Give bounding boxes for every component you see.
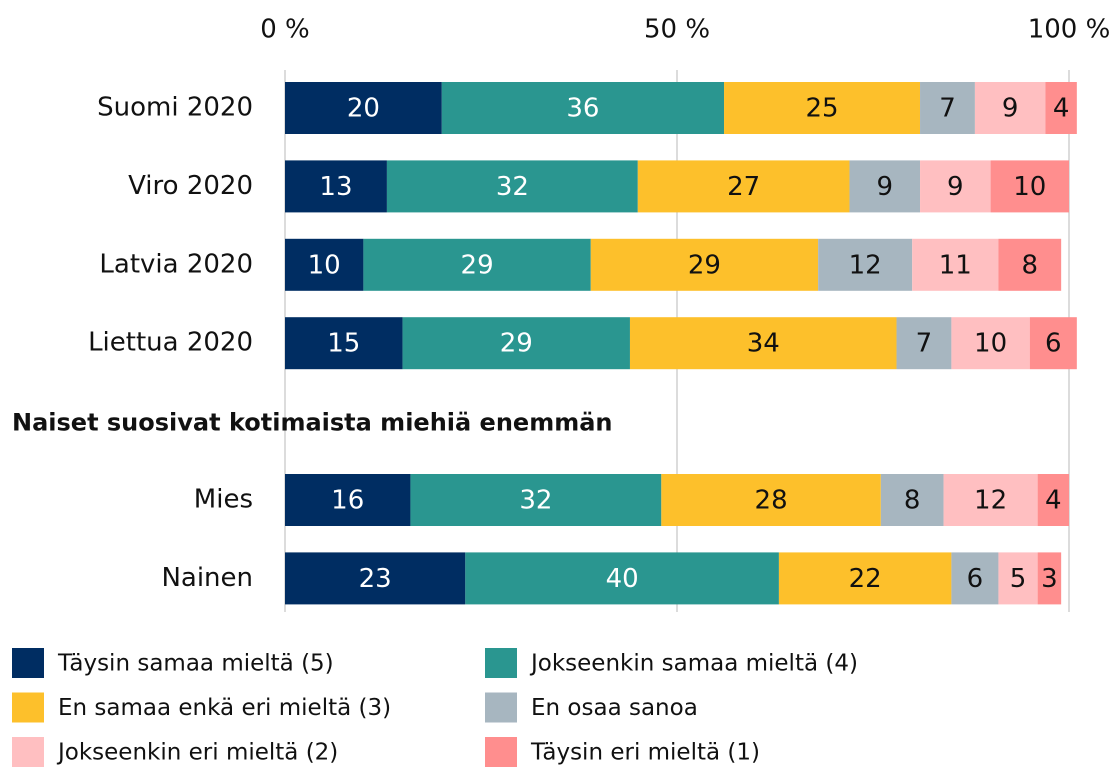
category-label: Suomi 2020 xyxy=(97,93,253,123)
value-label: 7 xyxy=(939,94,956,124)
legend-swatch xyxy=(12,737,44,767)
value-label: 9 xyxy=(1002,94,1019,124)
legend-swatch xyxy=(485,737,517,767)
legend-label: Jokseenkin eri mieltä (2) xyxy=(56,740,338,766)
bar-segment xyxy=(951,317,1030,370)
bar-segment xyxy=(990,160,1069,213)
value-label: 9 xyxy=(876,172,893,202)
bar-segment xyxy=(285,82,442,134)
value-label: 6 xyxy=(1045,329,1062,359)
value-label: 40 xyxy=(606,564,639,594)
value-label: 8 xyxy=(904,486,921,516)
bar-segment xyxy=(285,317,403,370)
category-label: Liettua 2020 xyxy=(88,328,253,358)
bar-segment xyxy=(818,238,913,291)
legend-label: Täysin eri mieltä (1) xyxy=(530,740,760,766)
value-label: 11 xyxy=(939,250,972,280)
bar-segment xyxy=(285,552,466,605)
bar-segment xyxy=(590,238,819,291)
legend-label: En samaa enkä eri mieltä (3) xyxy=(58,695,391,721)
category-label: Latvia 2020 xyxy=(99,249,253,279)
value-label: 16 xyxy=(331,486,364,516)
group-heading: Naiset suosivat kotimaista miehiä enemmä… xyxy=(12,409,613,437)
bar-segment xyxy=(896,317,952,370)
value-label: 29 xyxy=(500,329,533,359)
bar-segment xyxy=(1029,317,1077,370)
bar-segment xyxy=(920,82,975,134)
legend-label: Jokseenkin samaa mieltä (4) xyxy=(529,651,858,677)
bar-segment xyxy=(849,160,921,213)
value-label: 7 xyxy=(916,329,933,359)
bar-segment xyxy=(386,160,638,213)
bar-segment xyxy=(778,552,952,605)
bar-segment xyxy=(363,238,591,291)
value-label: 12 xyxy=(849,250,882,280)
category-label: Nainen xyxy=(161,563,253,593)
value-label: 23 xyxy=(359,564,392,594)
bar-segment xyxy=(912,238,999,291)
value-label: 25 xyxy=(805,94,838,124)
value-label: 28 xyxy=(755,486,788,516)
legend-label: Täysin samaa mieltä (5) xyxy=(57,651,334,677)
bar-segment xyxy=(410,474,662,526)
value-label: 6 xyxy=(967,564,984,594)
value-label: 3 xyxy=(1041,564,1058,594)
bar-segment xyxy=(285,160,387,213)
value-label: 12 xyxy=(974,486,1007,516)
bar-segment xyxy=(661,474,881,526)
value-label: 10 xyxy=(308,250,341,280)
bar-segment xyxy=(629,317,897,370)
value-label: 32 xyxy=(519,486,552,516)
value-label: 34 xyxy=(747,329,780,359)
bar-segment xyxy=(285,238,364,291)
legend-swatch xyxy=(485,692,517,723)
value-label: 15 xyxy=(327,329,360,359)
bar-segment xyxy=(724,82,921,134)
value-label: 32 xyxy=(496,172,529,202)
value-label: 29 xyxy=(461,250,494,280)
x-tick-label: 0 % xyxy=(260,15,310,45)
bar-segment xyxy=(441,82,725,134)
value-label: 27 xyxy=(727,172,760,202)
value-label: 22 xyxy=(849,564,882,594)
bar-segment xyxy=(943,474,1038,526)
bar-segment xyxy=(1037,474,1069,526)
bar-segment xyxy=(920,160,991,213)
legend-swatch xyxy=(12,692,44,723)
value-label: 29 xyxy=(688,250,721,280)
value-label: 4 xyxy=(1045,486,1062,516)
bar-segment xyxy=(1037,552,1062,605)
value-label: 20 xyxy=(347,94,380,124)
bar-segment xyxy=(998,238,1062,291)
legend-swatch xyxy=(12,648,44,678)
bar-segment xyxy=(998,552,1038,605)
value-label: 4 xyxy=(1053,94,1070,124)
bar-segment xyxy=(1045,82,1077,134)
value-label: 36 xyxy=(566,94,599,124)
bar-segment xyxy=(974,82,1046,134)
value-label: 10 xyxy=(1013,172,1046,202)
bar-segment xyxy=(637,160,850,213)
value-label: 13 xyxy=(319,172,352,202)
bar-segment xyxy=(285,474,411,526)
legend-label: En osaa sanoa xyxy=(531,695,698,721)
legend-swatch xyxy=(485,648,517,678)
category-label: Viro 2020 xyxy=(128,171,253,201)
value-label: 9 xyxy=(947,172,964,202)
value-label: 10 xyxy=(974,329,1007,359)
x-tick-label: 100 % xyxy=(1028,15,1111,45)
bar-segment xyxy=(880,474,944,526)
value-label: 8 xyxy=(1022,250,1039,280)
bar-segment xyxy=(465,552,779,605)
x-tick-label: 50 % xyxy=(644,15,710,45)
bar-segment xyxy=(402,317,630,370)
category-label: Mies xyxy=(194,485,253,515)
bar-segment xyxy=(951,552,999,605)
value-label: 5 xyxy=(1010,564,1027,594)
